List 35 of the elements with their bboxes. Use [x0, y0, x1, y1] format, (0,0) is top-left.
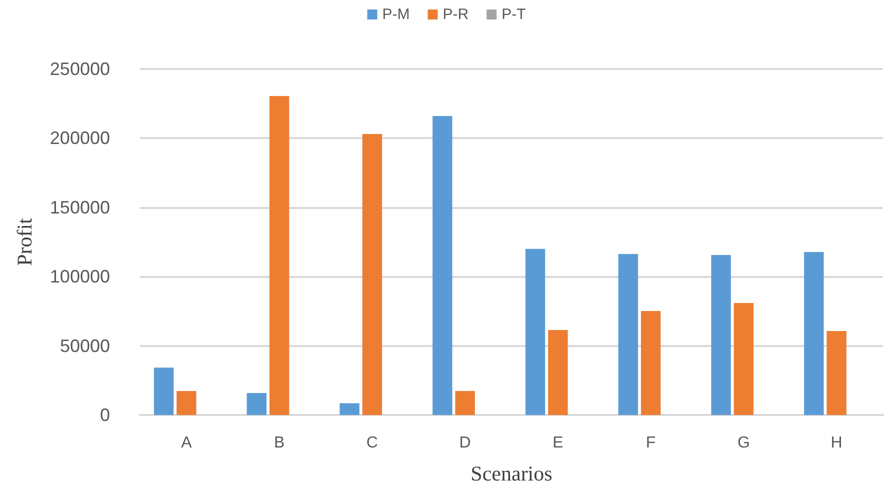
bar [176, 391, 196, 415]
bar [432, 116, 452, 415]
x-tick-label: G [737, 434, 750, 452]
bar [455, 391, 475, 415]
y-tick-label: 250000 [50, 59, 110, 79]
bar [269, 96, 290, 415]
y-tick-label: 100000 [50, 266, 110, 287]
bar [734, 303, 754, 415]
x-axis-title: Scenarios [470, 462, 552, 486]
y-tick-label: 50000 [60, 336, 110, 356]
bar [246, 392, 267, 415]
x-tick-label: B [274, 434, 285, 452]
bar [362, 134, 382, 415]
legend-label: P-M [382, 6, 410, 23]
bar [548, 330, 568, 415]
x-tick-label: F [646, 434, 656, 452]
legend-label: P-T [502, 6, 526, 23]
y-tick-label: 150000 [50, 197, 110, 218]
x-tick-label: E [552, 434, 564, 452]
bar [525, 248, 546, 415]
bar [618, 254, 638, 415]
bar [804, 252, 824, 415]
x-tick-label: D [459, 434, 471, 452]
bar [340, 403, 360, 415]
bar [826, 330, 846, 415]
bar [711, 255, 731, 415]
bar [154, 368, 174, 415]
bar [640, 311, 661, 415]
y-tick-label: 200000 [50, 128, 110, 148]
y-tick-label: 0 [100, 405, 110, 425]
x-tick-label: C [366, 434, 378, 452]
legend-label: P-R [442, 6, 469, 23]
x-tick-label: H [830, 434, 842, 452]
y-axis-title: Profit [12, 218, 36, 266]
x-tick-label: A [181, 434, 192, 452]
